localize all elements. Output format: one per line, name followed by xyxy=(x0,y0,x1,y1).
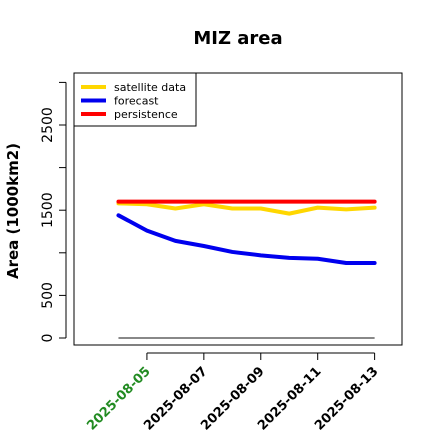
plot-frame xyxy=(73,72,403,346)
legend-label-persistence: persistence xyxy=(114,108,178,121)
plot-area xyxy=(116,199,377,339)
y-tick-label: 2500 xyxy=(40,107,56,143)
series-line-forecast xyxy=(116,213,377,266)
y-tick-label: 500 xyxy=(40,282,56,309)
series-line-satellite-data xyxy=(116,201,377,216)
y-tick-label: 1500 xyxy=(40,192,56,228)
y-tick-label: 0 xyxy=(40,334,56,343)
legend-label-satellite-data: satellite data xyxy=(114,81,186,94)
legend-label-forecast: forecast xyxy=(114,95,159,108)
chart-title: MIZ area xyxy=(193,28,282,49)
y-axis-label: Area (1000km2) xyxy=(4,143,22,279)
axes: 0500150025002025-08-052025-08-072025-08-… xyxy=(40,81,381,434)
